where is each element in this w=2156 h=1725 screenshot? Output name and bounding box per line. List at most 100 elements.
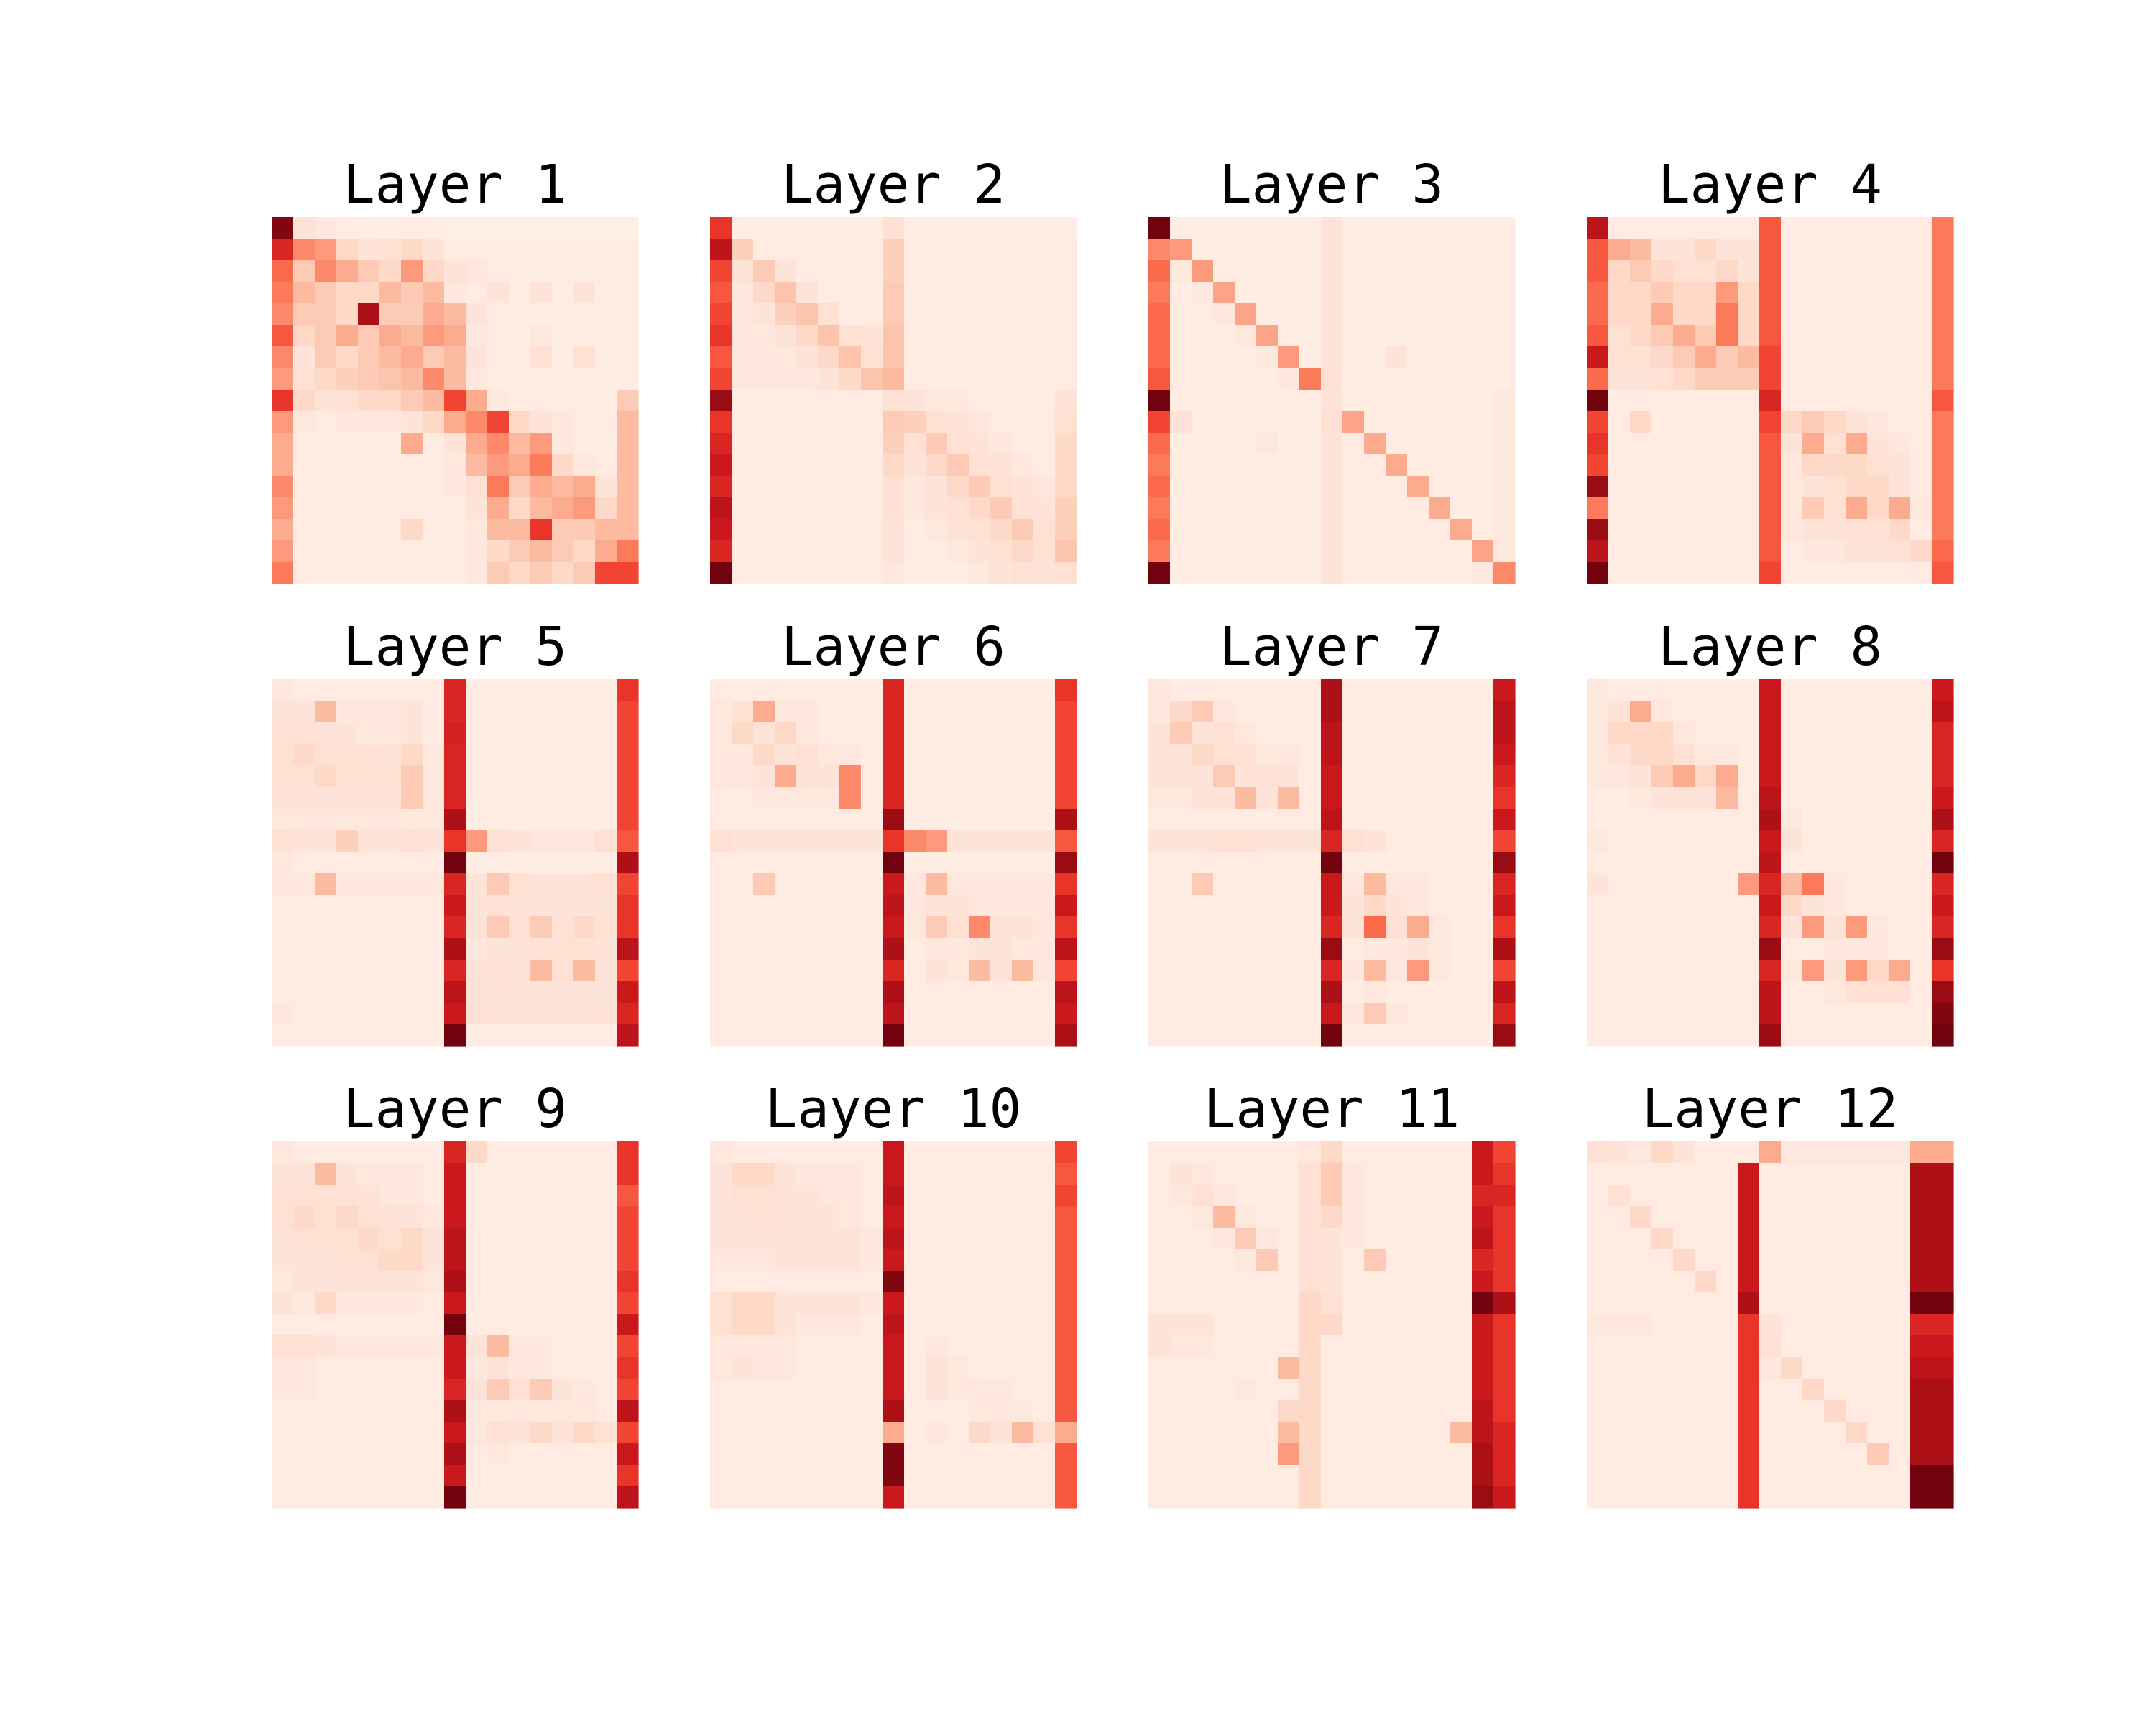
heatmap-cell [1738,852,1760,874]
heatmap-panel-layer-9 [272,1141,639,1509]
heatmap-cell [1450,765,1473,788]
heatmap-cell [1055,497,1077,520]
heatmap-cell [1364,787,1386,809]
heatmap-cell [466,303,488,326]
heatmap-cell [1932,368,1954,390]
heatmap-cell [1278,1003,1300,1025]
heatmap-cell [272,346,294,369]
heatmap-cell [1889,744,1911,766]
heatmap-cell [1148,1443,1171,1466]
heatmap-cell [1278,981,1300,1003]
heatmap-cell [573,1379,596,1401]
heatmap-cell [1364,260,1386,282]
heatmap-cell [1472,852,1494,874]
heatmap-cell [423,1357,445,1379]
heatmap-cell [1450,744,1473,766]
heatmap-cell [1386,1249,1408,1271]
heatmap-cell [1608,346,1631,369]
heatmap-cell [595,1228,617,1250]
heatmap-cell [1716,1163,1738,1185]
heatmap-cell [1321,852,1343,874]
heatmap-cell [509,1335,531,1358]
heatmap-cell [861,873,883,896]
heatmap-cell [1256,916,1279,939]
heatmap-cell [1738,1184,1760,1207]
heatmap-cell [1651,1357,1674,1379]
heatmap-cell [1651,1379,1674,1401]
heatmap-cell [1407,722,1429,745]
heatmap-cell [358,411,380,433]
heatmap-cell [466,1357,488,1379]
heatmap-cell [358,1141,380,1164]
heatmap-cell [796,540,819,563]
heatmap-cell [1170,830,1192,852]
heatmap-cell [990,540,1013,563]
heatmap-cell [1321,562,1343,584]
heatmap-cell [1608,1249,1631,1271]
heatmap-cell [509,260,531,282]
heatmap-cell [1450,1249,1473,1271]
heatmap-cell [293,1486,315,1509]
heatmap-cell [379,454,402,477]
heatmap-cell [1235,562,1257,584]
heatmap-cell [1472,809,1494,831]
heatmap-cell [573,744,596,766]
heatmap-cell [1055,476,1077,498]
heatmap-cell [530,303,553,326]
heatmap-cell [1493,390,1516,412]
heatmap-cell [293,809,315,831]
heatmap-cell [1651,1024,1674,1046]
heatmap-cell [861,765,883,788]
heatmap-cell [1673,1422,1695,1444]
heatmap-cell [1407,562,1429,584]
heatmap-cell [1321,1271,1343,1293]
heatmap-cell [796,1271,819,1293]
heatmap-cell [1716,960,1738,982]
heatmap-cell [315,744,337,766]
heatmap-cell [272,960,294,982]
heatmap-cell [1170,1422,1192,1444]
heatmap-cell [1170,390,1192,412]
heatmap-cell [552,1357,574,1379]
heatmap-cell [1012,1422,1034,1444]
heatmap-cell [969,938,991,960]
heatmap-cell [444,787,466,809]
heatmap-cell [1759,346,1782,369]
heatmap-cell [1364,476,1386,498]
heatmap-cell [1213,1249,1235,1271]
heatmap-cell [423,1249,445,1271]
heatmap-cell [1587,701,1609,723]
heatmap-cell [1235,960,1257,982]
heatmap-cell [1824,852,1846,874]
heatmap-cell [617,722,639,745]
heatmap-cell [401,701,423,723]
heatmap-cell [487,765,510,788]
heatmap-cell [617,433,639,455]
heatmap-cell [1213,1357,1235,1379]
heatmap-cell [423,960,445,982]
heatmap-cell [839,1357,862,1379]
heatmap-cell [1012,346,1034,369]
heatmap-cell [1342,1400,1365,1422]
heatmap-cell [336,540,359,563]
heatmap-cell [1342,873,1365,896]
heatmap-cell [530,744,553,766]
heatmap-cell [1012,476,1034,498]
heatmap-cell [573,916,596,939]
heatmap-cell [401,916,423,939]
heatmap-cell [336,1443,359,1466]
heatmap-cell [1587,1379,1609,1401]
heatmap-cell [336,1228,359,1250]
heatmap-cell [1429,1003,1451,1025]
heatmap-cell [861,960,883,982]
heatmap-cell [1429,562,1451,584]
heatmap-cell [1651,1400,1674,1422]
heatmap-cell [1364,830,1386,852]
heatmap-cell [272,1163,294,1185]
heatmap-cell [1608,1163,1631,1185]
heatmap-cell [573,476,596,498]
heatmap-cell [617,217,639,239]
heatmap-cell [1148,1141,1171,1164]
heatmap-cell [1781,346,1803,369]
heatmap-cell [1170,744,1192,766]
